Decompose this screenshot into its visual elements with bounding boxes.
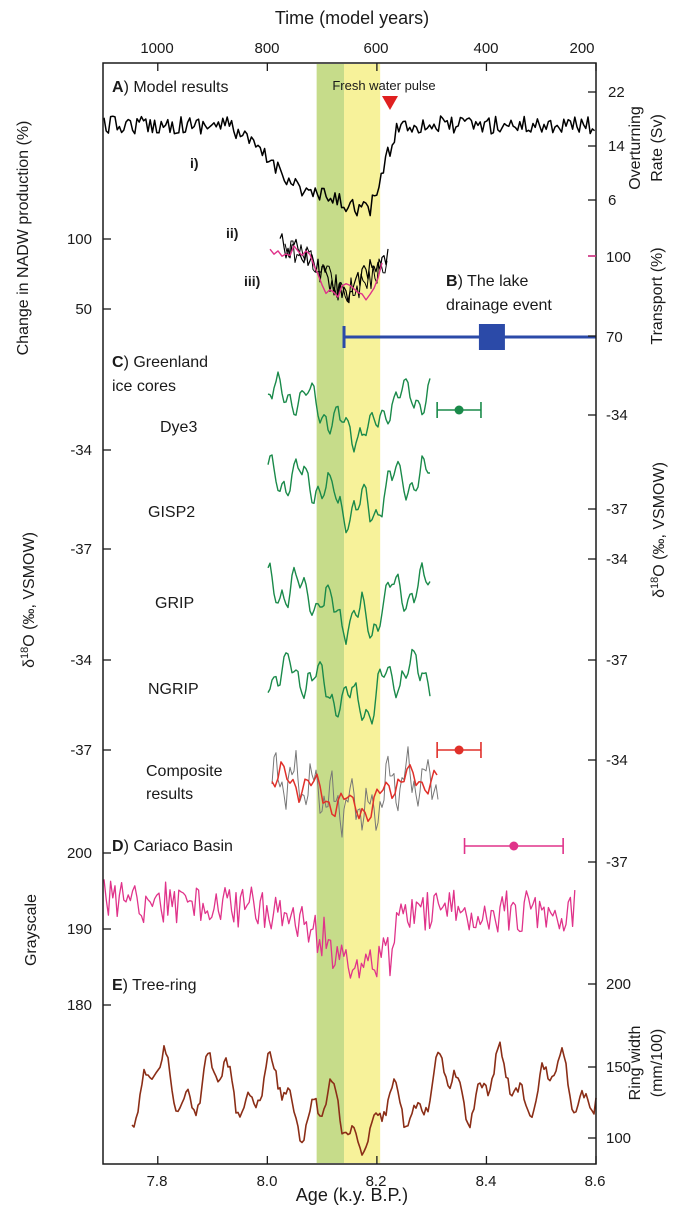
top-tick-label: 1000 (140, 40, 173, 57)
curve-label-i: i) (190, 155, 199, 171)
shaded-band (344, 64, 381, 1163)
bottom-tick-label: 8.6 (585, 1173, 606, 1190)
grayscale-tick: 200 (67, 845, 92, 862)
d18o-right-tick: -37 (606, 501, 628, 518)
d18o-right-axis-title: δ18O (‰, VSMOW) (649, 462, 668, 598)
panel-a-title: A) Model results (112, 79, 228, 96)
ring-width-tick: 150 (606, 1059, 631, 1076)
shaded-bands (316, 64, 381, 1163)
bottom-tick-labels: 7.8 8.0 8.2 8.4 8.6 (147, 1173, 606, 1190)
d18o-left-tick: -34 (70, 442, 92, 459)
grayscale-tick: 180 (67, 997, 92, 1014)
fresh-water-pulse-label: Fresh water pulse (332, 78, 435, 93)
d18o-left-tick: -37 (70, 742, 92, 759)
bottom-axis-title: Age (k.y. B.P.) (296, 1185, 408, 1205)
panel-b-title: B) The lake (446, 273, 529, 290)
transport-tick: 100 (606, 249, 631, 266)
d18o-right-tick: -37 (606, 652, 628, 669)
panel-c-title: C) Greenland (112, 354, 208, 371)
series-composite-red (271, 761, 438, 823)
ring-width-axis-title: Ring width (627, 1026, 644, 1101)
grayscale-axis-title: Grayscale (23, 894, 40, 966)
series-ngrip (267, 648, 431, 725)
lake-drainage-marker (478, 324, 505, 350)
overturning-tick: 22 (608, 84, 625, 101)
curve-label-iii: iii) (244, 273, 260, 289)
panel-b-title-2: drainage event (446, 297, 552, 314)
series-tree-ring (131, 1041, 597, 1156)
bottom-tick-label: 7.8 (147, 1173, 168, 1190)
axis-ticks (103, 63, 597, 1164)
ring-width-tick: 100 (606, 1130, 631, 1147)
series-i-overturning (103, 115, 596, 217)
composite-label: Composite (146, 763, 223, 780)
series-gisp2 (267, 454, 430, 534)
d18o-left-tick: -37 (70, 541, 92, 558)
overturning-axis-title: Overturning (627, 106, 644, 190)
ring-width-tick: 200 (606, 976, 631, 993)
plot-frame (102, 62, 597, 1165)
transport-axis-title: Transport (%) (649, 247, 666, 344)
nadw-tick: 100 (67, 231, 92, 248)
d18o-right-tick: -37 (606, 854, 628, 871)
panel-e-title: E) Tree-ring (112, 977, 196, 994)
d18o-left-axis-title: δ18O (‰, VSMOW) (19, 532, 38, 668)
record-label-ngrip: NGRIP (148, 681, 199, 698)
top-tick-labels: 1000 800 600 400 200 (140, 40, 594, 57)
grayscale-tick: 190 (67, 921, 92, 938)
d18o-left-tick: -34 (70, 652, 92, 669)
composite-marker-point (454, 745, 464, 755)
record-label-gisp2: GISP2 (148, 504, 195, 521)
overturning-axis-title-2: Rate (Sv) (649, 114, 666, 182)
panel-d-title: D) Cariaco Basin (112, 838, 233, 855)
series-grip (267, 562, 431, 645)
fresh-water-pulse-marker (382, 96, 398, 110)
bottom-tick-label: 8.0 (257, 1173, 278, 1190)
transport-tick: 70 (606, 329, 623, 346)
top-tick-label: 400 (473, 40, 498, 57)
data-series (103, 115, 597, 1156)
overturning-tick: 14 (608, 138, 625, 155)
series-iii-transport (269, 245, 383, 301)
top-tick-label: 600 (363, 40, 388, 57)
nadw-tick: 50 (75, 301, 92, 318)
record-label-grip: GRIP (155, 595, 194, 612)
series-ii-nadw (279, 233, 389, 303)
cariaco-marker-point (509, 841, 519, 851)
top-axis-title: Time (model years) (275, 8, 429, 28)
shaded-band (316, 64, 345, 1163)
nadw-axis-title: Change in NADW production (%) (15, 121, 32, 356)
panel-c-title-2: ice cores (112, 378, 176, 395)
record-label-dye3: Dye3 (160, 419, 197, 436)
overturning-tick: 6 (608, 192, 616, 209)
d18o-right-tick: -34 (606, 752, 628, 769)
dye3-marker-point (454, 405, 464, 415)
top-tick-label: 800 (254, 40, 279, 57)
bottom-tick-label: 8.2 (366, 1173, 387, 1190)
series-ii-nadw-alt (284, 240, 388, 304)
d18o-right-tick: -34 (606, 551, 628, 568)
ring-width-axis-title-2: (mm/100) (649, 1029, 666, 1097)
bottom-tick-label: 8.4 (476, 1173, 497, 1190)
composite-label-2: results (146, 786, 193, 803)
curve-label-ii: ii) (226, 225, 238, 241)
series-dye3 (267, 371, 431, 453)
error-bar-markers (436, 402, 564, 854)
series-cariaco (103, 879, 576, 979)
d18o-right-tick: -34 (606, 407, 628, 424)
top-tick-label: 200 (569, 40, 594, 57)
